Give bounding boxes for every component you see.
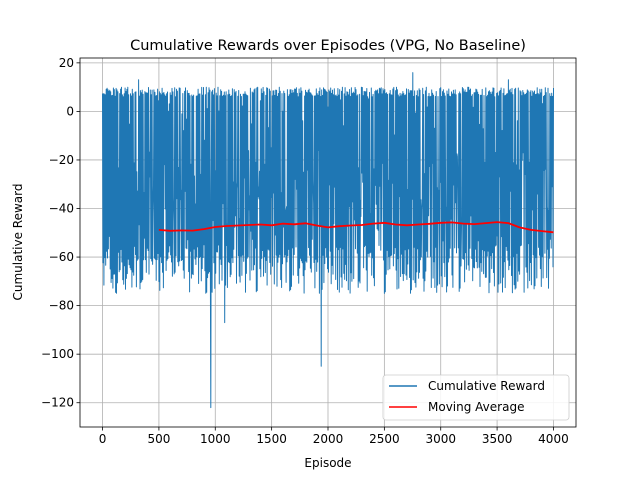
- cumulative-reward-line: [102, 72, 554, 409]
- x-axis-ticks: 0 500 1000 1500 2000 2500 3000 3500 4000: [99, 427, 569, 446]
- y-tick-label: −100: [41, 347, 74, 361]
- x-tick-label: 2500: [369, 432, 400, 446]
- y-tick-label: −80: [49, 299, 74, 313]
- moving-average-line: [158, 221, 554, 234]
- x-tick-label: 4000: [538, 432, 569, 446]
- y-tick-label: −20: [49, 153, 74, 167]
- y-tick-label: −40: [49, 202, 74, 216]
- x-tick-label: 1000: [200, 432, 231, 446]
- x-tick-label: 1500: [256, 432, 287, 446]
- chart-title: Cumulative Rewards over Episodes (VPG, N…: [130, 38, 526, 54]
- x-tick-label: 0: [99, 432, 107, 446]
- x-tick-label: 2000: [313, 432, 344, 446]
- moving-average-series: [158, 221, 554, 234]
- y-tick-label: −120: [41, 396, 74, 410]
- y-tick-label: 0: [66, 104, 74, 118]
- legend-label-cumulative-reward: Cumulative Reward: [428, 379, 545, 393]
- x-tick-label: 3500: [482, 432, 513, 446]
- cumulative-reward-series: [102, 72, 554, 409]
- legend-box: [382, 374, 570, 421]
- y-axis-ticks: −120 −100 −80 −60 −40 −20 0 20: [41, 56, 80, 410]
- legend: Cumulative Reward Moving Average: [382, 374, 570, 421]
- y-tick-label: −60: [49, 250, 74, 264]
- y-axis-label: Cumulative Reward: [11, 184, 25, 301]
- x-axis-label: Episode: [304, 456, 351, 470]
- x-tick-label: 500: [147, 432, 170, 446]
- legend-label-moving-average: Moving Average: [428, 400, 524, 414]
- x-tick-label: 3000: [425, 432, 456, 446]
- y-tick-label: 20: [59, 56, 74, 70]
